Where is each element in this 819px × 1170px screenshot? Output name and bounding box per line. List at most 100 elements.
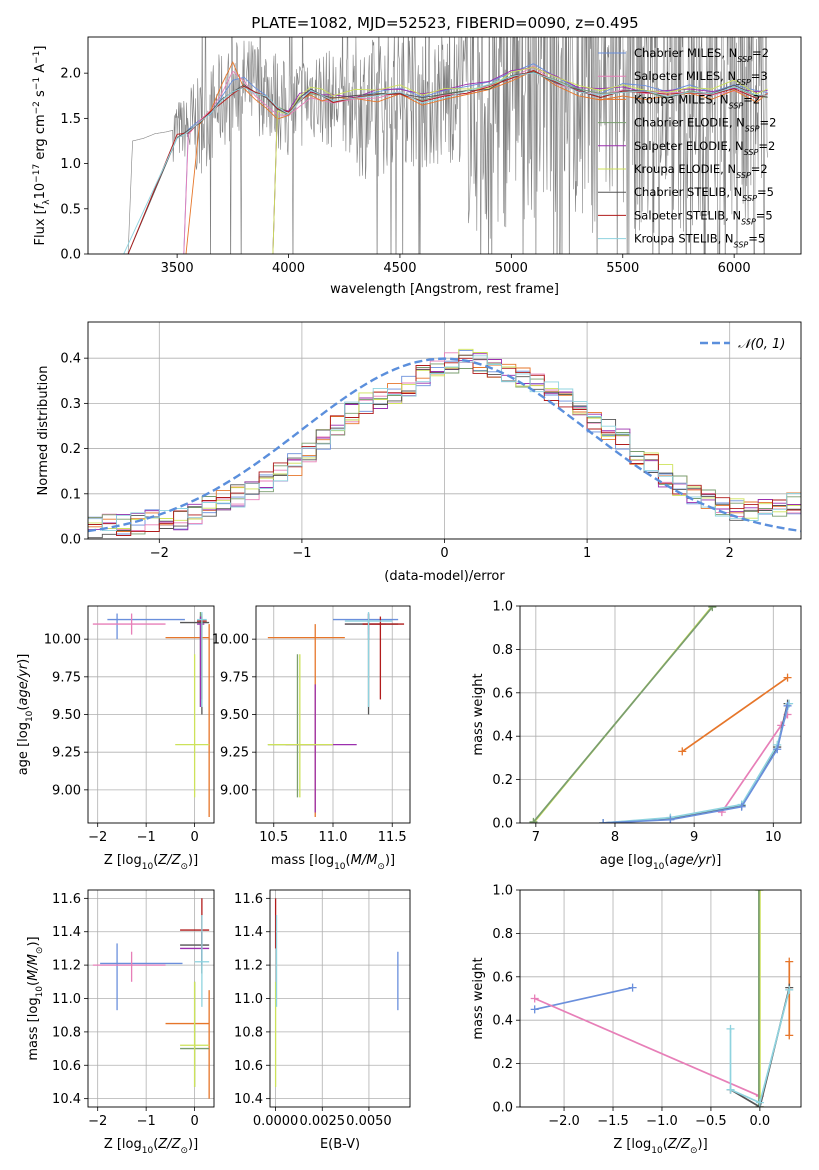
model-spectrum-kroupa_elodie <box>272 66 768 254</box>
plot-area <box>270 890 410 1107</box>
mass-weight-line-salpeter_miles <box>534 997 761 1097</box>
mass-weight-marker-kroupa_elodie <box>755 890 764 894</box>
axes-frame <box>519 605 802 824</box>
y-tick-label: 9.25 <box>220 746 249 761</box>
y-tick-label: 1.5 <box>60 112 81 127</box>
x-tick-label: 11.0 <box>319 830 348 845</box>
x-tick-label: −1.0 <box>646 1114 678 1129</box>
y-tick-label: 0.1 <box>60 487 81 502</box>
x-tick-label: −1.5 <box>597 1114 629 1129</box>
y-tick-label: 1.0 <box>492 600 513 615</box>
mass-weight-marker-chabrier_miles <box>783 701 792 710</box>
y-tick-label: 11.2 <box>52 959 81 974</box>
x-tick-label: 5500 <box>606 261 639 276</box>
x-axis-label: (data-model)/error <box>384 569 505 584</box>
y-tick-label: 0.8 <box>492 643 513 658</box>
axes-frame <box>87 889 215 1108</box>
plot-area <box>88 890 214 1107</box>
panel-mass_vs_Z: −2 −1 0 10.4 10.6 10.8 11.0 11.2 11.4 11.6 Z [log1… <box>26 889 215 1156</box>
x-tick-label: 0 <box>190 830 198 845</box>
y-tick-label: 0.3 <box>60 397 81 412</box>
legend-label: Chabrier MILES, NSSP=2 <box>634 46 769 64</box>
y-tick-label: 11.0 <box>234 992 263 1007</box>
y-tick-label: 1.0 <box>60 157 81 172</box>
y-tick-label: 10.4 <box>52 1092 81 1107</box>
legend: Chabrier MILES, NSSP=2 Salpeter MILES, NS… <box>598 46 776 249</box>
legend-label: Kroupa MILES, NSSP=2 <box>634 92 760 110</box>
model-spectrum-kroupa_miles <box>185 61 768 254</box>
y-tick-label: 0.2 <box>492 773 513 788</box>
mass-weight-marker-kroupa_stelib <box>755 1098 764 1107</box>
x-axis-label: E(B-V) <box>320 1137 360 1152</box>
legend-label: Chabrier STELIB, NSSP=5 <box>634 185 774 203</box>
axes-frame <box>87 321 802 540</box>
axes-frame <box>87 36 802 255</box>
y-tick-label: 9.25 <box>52 746 81 761</box>
panel-mass_weight_vs_Z: −2.0 −1.5 −1.0 −0.5 0.0 0.0 0.2 0.4 0.6 0.8 1.0 Z [… <box>471 884 802 1156</box>
x-axis-label: mass [log10(M/M⊙)] <box>271 853 395 872</box>
y-tick-label: 0.6 <box>492 686 513 701</box>
model-spectrum-salpeter_stelib <box>127 70 768 254</box>
y-tick-label: 11.4 <box>52 925 81 940</box>
mass-weight-line-chabrier_stelib <box>603 703 789 823</box>
y-tick-label: 0.0 <box>60 533 81 548</box>
x-tick-label: 3500 <box>161 261 194 276</box>
y-tick-label: 10.4 <box>234 1092 263 1107</box>
panel-age_vs_mass: 10.5 11.0 11.5 9.00 9.25 9.50 9.75 10.00 mass [l… <box>212 605 411 872</box>
x-axis-label: Z [log10(Z/Z⊙)] <box>613 1137 707 1156</box>
panel-spectrum: 3500 4000 4500 5000 5500 6000 0.0 0.5 1.0 1.5 2.0 w… <box>32 36 802 297</box>
panel-mass_weight_vs_age: 7 8 9 10 0.0 0.2 0.4 0.6 0.8 1.0 age [log10(age/yr… <box>471 600 802 872</box>
mass-weight-marker-kroupa_miles <box>785 957 794 966</box>
legend-label: Chabrier ELODIE, NSSP=2 <box>634 116 776 134</box>
legend-label: 𝒩(0, 1) <box>738 337 785 352</box>
y-tick-label: 2.0 <box>60 67 81 82</box>
observed-spectrum-line <box>110 37 768 254</box>
y-tick-label: 0.0 <box>492 1101 513 1116</box>
mass-weight-marker-chabrier_elodie <box>754 1103 763 1107</box>
x-tick-label: −1 <box>292 546 311 561</box>
x-tick-label: 0 <box>440 546 448 561</box>
y-tick-label: 11.6 <box>52 892 81 907</box>
y-axis-label: age [log10(age/yr)] <box>16 654 35 776</box>
mass-weight-marker-kroupa_miles <box>783 673 792 682</box>
panel-residual_hist: −2 −1 0 1 2 0.0 0.1 0.2 0.3 0.4 (data-model)/error… <box>36 321 802 584</box>
mass-weight-marker-kroupa_stelib <box>726 1085 735 1094</box>
x-tick-label: −2 <box>88 830 107 845</box>
plot-area <box>88 606 214 823</box>
mass-weight-marker-chabrier_elodie <box>708 606 717 612</box>
panel-mass_vs_EBV: 0.0000 0.0025 0.0050 10.4 10.6 10.8 11.0 11.2 11… <box>234 889 411 1129</box>
y-tick-label: 9.75 <box>52 670 81 685</box>
x-tick-label: 0.0025 <box>300 1114 346 1129</box>
y-axis-label: mass weight <box>471 957 486 1039</box>
x-tick-label: −1 <box>137 1114 156 1129</box>
mass-weight-marker-chabrier_miles <box>666 815 675 823</box>
mass-weight-line-kroupa_miles <box>681 676 788 753</box>
y-tick-label: 10.00 <box>44 633 81 648</box>
plot-area <box>520 606 801 823</box>
mass-weight-line-salpeter_miles <box>721 714 789 813</box>
axes-frame <box>255 605 411 824</box>
legend: 𝒩(0, 1) <box>700 337 785 352</box>
y-tick-label: 1.0 <box>492 884 513 899</box>
histogram-step-kroupa_stelib <box>88 355 801 532</box>
mass-weight-marker-chabrier_miles <box>599 819 608 823</box>
y-tick-label: 9.50 <box>52 708 81 723</box>
y-tick-label: 0.2 <box>60 442 81 457</box>
y-tick-label: 11.6 <box>234 892 263 907</box>
plot-area <box>88 322 801 539</box>
x-tick-label: 11.5 <box>378 830 407 845</box>
x-tick-label: 6000 <box>718 261 751 276</box>
y-tick-label: 0.4 <box>492 730 513 745</box>
x-tick-label: 1 <box>583 546 591 561</box>
y-tick-label: 10.00 <box>212 633 249 648</box>
mass-weight-marker-chabrier_miles <box>737 802 746 811</box>
x-tick-label: 0.0050 <box>346 1114 392 1129</box>
y-tick-label: 0.5 <box>60 202 81 217</box>
normal-curve <box>88 357 801 533</box>
legend-label: Kroupa ELODIE, NSSP=2 <box>634 162 768 180</box>
x-axis-label: age [log10(age/yr)] <box>600 853 722 872</box>
legend-label: Salpeter STELIB, NSSP=5 <box>634 208 773 226</box>
y-axis-label: mass weight <box>471 673 486 755</box>
x-axis-label: Z [log10(Z/Z⊙)] <box>104 1137 198 1156</box>
mass-weight-line-kroupa_stelib <box>603 703 790 823</box>
